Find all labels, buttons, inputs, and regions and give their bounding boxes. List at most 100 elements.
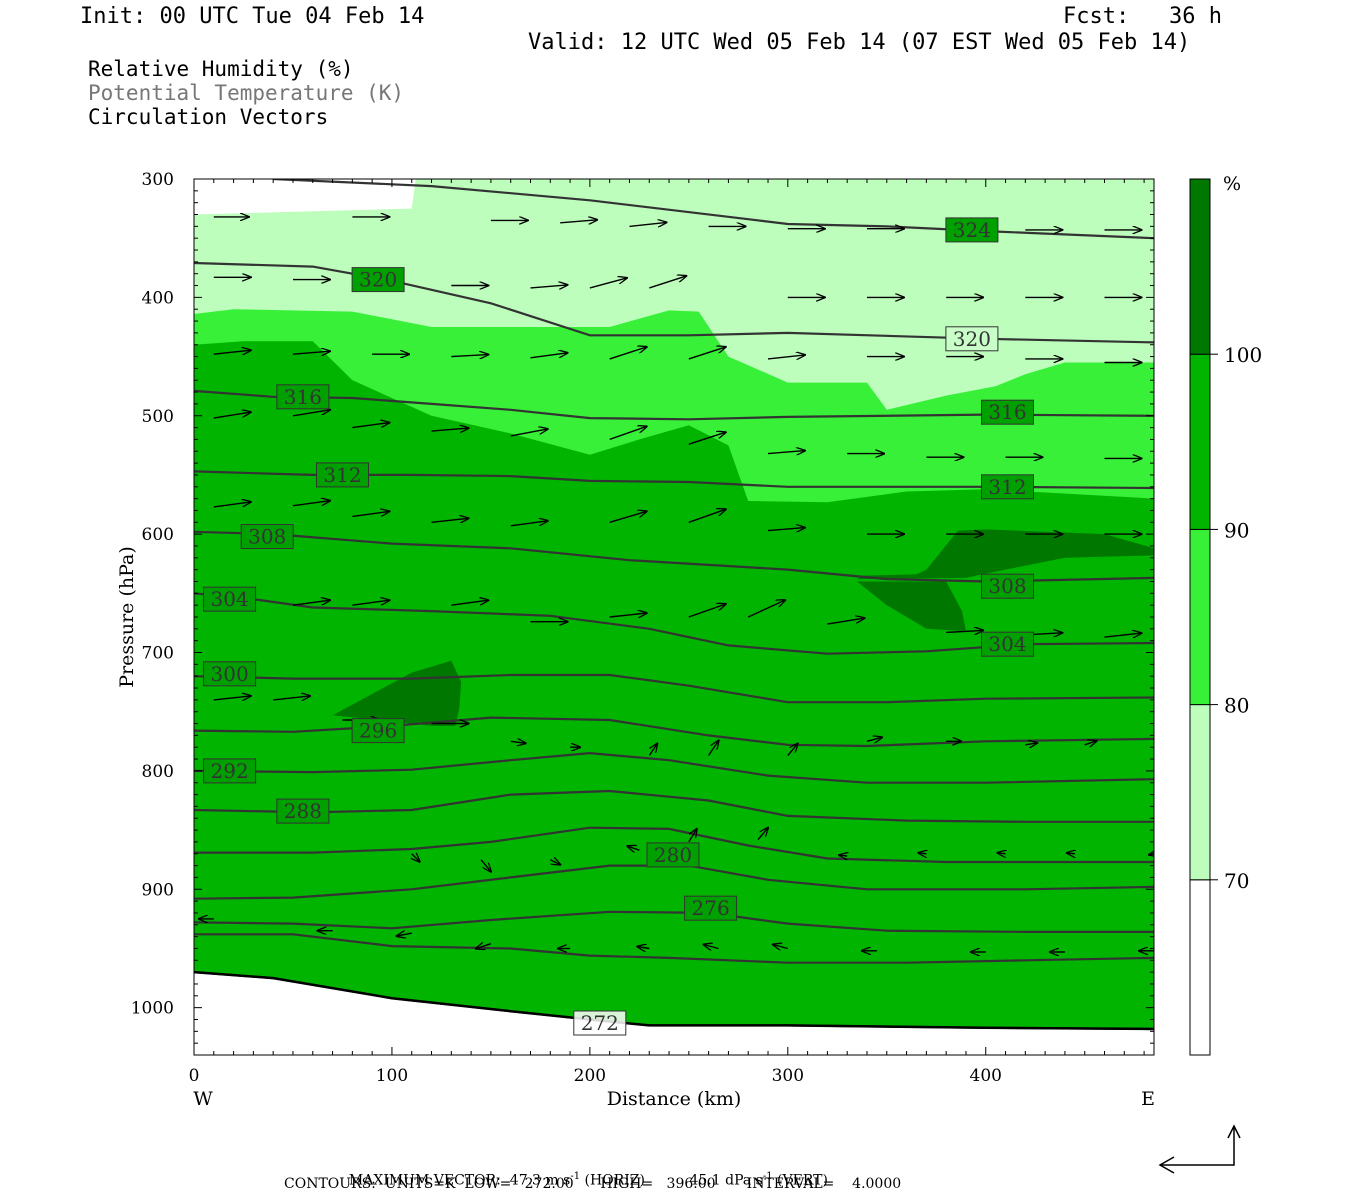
colorbar-unit: % bbox=[1223, 173, 1241, 195]
y-tick-label: 900 bbox=[142, 880, 174, 900]
circulation-vector bbox=[688, 604, 726, 618]
horiz-exponent: -1 bbox=[570, 1171, 581, 1182]
circulation-vector bbox=[530, 285, 568, 288]
reference-vector-icon bbox=[1158, 1124, 1241, 1174]
circulation-vector bbox=[213, 502, 251, 508]
circulation-vector bbox=[530, 353, 568, 359]
contour-label: 316 bbox=[988, 400, 1026, 424]
circulation-vector bbox=[649, 276, 686, 289]
circulation-vector bbox=[292, 501, 330, 507]
circulation-vector bbox=[787, 744, 798, 756]
contour-label: 272 bbox=[581, 1011, 619, 1035]
theta-contour-unlabeled bbox=[194, 933, 1154, 964]
vert-tag: (VERT) bbox=[777, 1172, 828, 1189]
valid-time: Valid: 12 UTC Wed 05 Feb 14 (07 EST Wed … bbox=[528, 30, 1191, 55]
theta-contour-292 bbox=[194, 751, 1154, 784]
circulation-vector bbox=[431, 518, 469, 522]
circulation-vector bbox=[560, 220, 597, 223]
circulation-vector bbox=[451, 600, 488, 606]
max-vector-label: MAXIMUM VECTOR: bbox=[348, 1172, 501, 1189]
colorbar-swatch bbox=[1189, 704, 1211, 881]
contour-label: 308 bbox=[988, 574, 1026, 598]
contour-labels: 324 320 320 316 316 312 312 308 308 304 304 300 296 2… bbox=[203, 217, 1034, 1036]
circulation-vector bbox=[510, 429, 548, 437]
circulation-vector bbox=[451, 355, 488, 357]
circulation-vector bbox=[480, 859, 491, 872]
colorbar-swatch bbox=[1189, 879, 1211, 1056]
contour-label-box bbox=[981, 573, 1034, 599]
circulation-vector bbox=[688, 509, 726, 523]
contour-label-box bbox=[981, 474, 1034, 500]
axes: 300 400 500 600 700 800 900 1000 0 100 200 300 400 bbox=[131, 170, 1154, 1086]
y-tick-label: 600 bbox=[142, 525, 174, 545]
circulation-vector bbox=[946, 630, 983, 632]
theta-contour-276 bbox=[194, 910, 1154, 934]
theta-contour-308 bbox=[194, 530, 1154, 583]
circulation-vector bbox=[213, 350, 251, 354]
horiz-tag: (HORIZ) bbox=[584, 1172, 645, 1189]
circulation-vector bbox=[767, 451, 805, 454]
circulation-vector bbox=[476, 944, 492, 949]
circulation-vector bbox=[1025, 743, 1037, 745]
colorbar-level-label: 70 bbox=[1224, 869, 1249, 893]
contour-label: 320 bbox=[953, 327, 991, 351]
y-axis-label: Pressure (hPa) bbox=[116, 546, 138, 688]
circulation-vector bbox=[827, 618, 864, 625]
color-bar: 70 80 90 100 bbox=[1189, 178, 1262, 1056]
contour-label: 300 bbox=[211, 662, 249, 686]
circulation-vector bbox=[1104, 633, 1142, 637]
circulation-vector bbox=[918, 853, 926, 854]
theta-contour-320 bbox=[194, 261, 1154, 344]
circulation-vector bbox=[688, 432, 726, 445]
circulation-vector bbox=[352, 600, 389, 606]
legend-circulation-vectors: Circulation Vectors bbox=[88, 105, 329, 129]
rh-region-100 bbox=[857, 529, 1154, 580]
circulation-vector bbox=[757, 828, 768, 841]
contour-label-box bbox=[276, 384, 330, 410]
y-tick-label: 700 bbox=[142, 644, 174, 664]
east-label: E bbox=[1141, 1088, 1155, 1110]
circulation-vector bbox=[292, 600, 330, 606]
circulation-vector bbox=[213, 412, 251, 419]
circulation-vector bbox=[648, 744, 657, 756]
rh-region-90-100 bbox=[194, 341, 1154, 1055]
contour-label-box bbox=[945, 326, 999, 352]
max-vector-footer: MAXIMUM VECTOR: 47.3 m s-1 (HORIZ) 45.1 … bbox=[340, 1158, 828, 1188]
y-tick-label: 800 bbox=[142, 762, 174, 782]
contour-label: 304 bbox=[211, 587, 249, 611]
x-axis-label: Distance (km) bbox=[607, 1088, 742, 1110]
contour-label: 296 bbox=[359, 719, 397, 743]
circulation-vector bbox=[273, 696, 310, 700]
x-tick-label: 400 bbox=[970, 1066, 1002, 1086]
circulation-vector bbox=[292, 351, 330, 354]
circulation-vector bbox=[549, 860, 560, 865]
x-tick-label: 300 bbox=[772, 1066, 804, 1086]
circulation-vector bbox=[688, 829, 697, 843]
theta-contour-300 bbox=[194, 673, 1154, 704]
circulation-vector bbox=[292, 410, 330, 417]
y-tick-label: 1000 bbox=[131, 999, 174, 1019]
contour-label-box bbox=[945, 217, 999, 243]
circulation-vector bbox=[708, 741, 719, 756]
circulation-vector bbox=[747, 600, 785, 618]
contour-label-box bbox=[316, 462, 369, 488]
contour-label: 288 bbox=[284, 799, 322, 823]
contour-label-box bbox=[981, 631, 1034, 657]
contours-footer: CONTOURS: UNITS=K LOW= 272.00 HIGH= 396.… bbox=[284, 1176, 902, 1192]
circulation-vector bbox=[609, 613, 647, 617]
contour-label-box bbox=[203, 661, 257, 687]
relative-humidity-fill bbox=[194, 179, 1154, 1055]
x-tick-label: 200 bbox=[574, 1066, 606, 1086]
y-tick-label: 300 bbox=[142, 170, 174, 190]
colorbar-swatch bbox=[1189, 528, 1211, 706]
contour-label-box bbox=[203, 758, 257, 784]
circulation-vector bbox=[352, 511, 389, 518]
contour-label: 320 bbox=[359, 268, 397, 292]
circulation-vector bbox=[767, 528, 805, 531]
contour-label: 276 bbox=[692, 896, 730, 920]
colorbar-level-label: 80 bbox=[1224, 694, 1249, 718]
circulation-vector bbox=[352, 423, 389, 429]
contour-label: 312 bbox=[988, 475, 1026, 499]
circulation-vector bbox=[627, 846, 640, 850]
